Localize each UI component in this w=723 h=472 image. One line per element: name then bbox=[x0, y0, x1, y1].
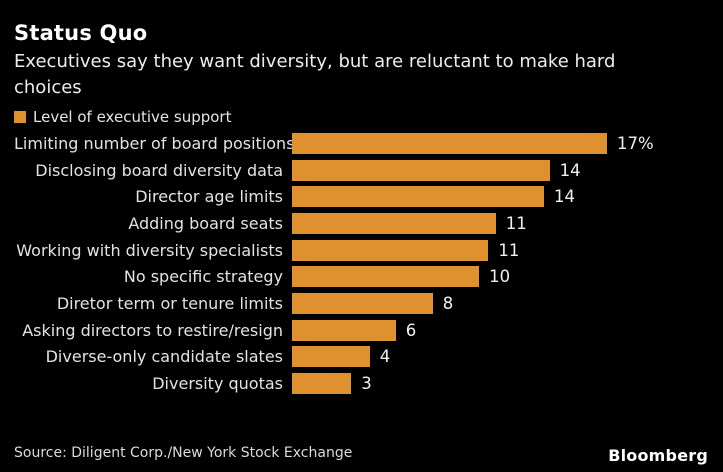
bar-value: 3 bbox=[361, 374, 372, 394]
bar-row-label: Limiting number of board positions bbox=[14, 133, 295, 153]
bar-row: Limiting number of board positions 17% bbox=[14, 130, 711, 157]
bar-rows: Limiting number of board positions 17% D… bbox=[14, 130, 711, 397]
bar-row-label: No specific strategy bbox=[123, 267, 283, 287]
bar-value: 6 bbox=[405, 320, 417, 340]
bar-row-label: Disclosing board diversity data bbox=[35, 160, 283, 180]
legend-swatch-icon bbox=[14, 111, 26, 123]
bar-row-label: Working with diversity specialists bbox=[16, 240, 283, 260]
bar-value: 10 bbox=[489, 267, 511, 287]
bar-value: 14 bbox=[559, 160, 581, 180]
bar bbox=[292, 239, 489, 261]
chart-subtitle: Executives say they want diversity, but … bbox=[14, 49, 615, 101]
bar-row: Director age limits 14 bbox=[14, 183, 711, 210]
bar-row-label: Diverse-only candidate slates bbox=[45, 347, 283, 367]
source-note: Source: Diligent Corp./New York Stock Ex… bbox=[14, 445, 353, 461]
bar-value: 14 bbox=[554, 187, 575, 207]
bloomberg-logo: Bloomberg bbox=[608, 446, 708, 465]
chart-subtitle-line1: Executives say they want diversity, but … bbox=[14, 51, 616, 72]
bar-row-label: Diversity quotas bbox=[152, 374, 283, 394]
bar bbox=[292, 346, 370, 368]
bar-row-label: Director age limits bbox=[135, 187, 283, 207]
bar-value: 17% bbox=[617, 133, 654, 153]
bar-row-label: Diretor term or tenure limits bbox=[56, 293, 283, 313]
bar-row: Disclosing board diversity data 14 bbox=[14, 157, 711, 184]
chart-title: Status Quo bbox=[14, 21, 148, 45]
bar bbox=[292, 159, 550, 181]
bar bbox=[292, 266, 480, 288]
legend: Level of executive support bbox=[14, 108, 231, 126]
bar-value: 11 bbox=[505, 213, 527, 233]
bar-row-label: Asking directors to restire/resign bbox=[22, 320, 283, 340]
bar-row: Asking directors to restire/resign 6 bbox=[14, 317, 711, 344]
bar-row: Working with diversity specialists 11 bbox=[14, 237, 711, 264]
bar bbox=[292, 373, 352, 395]
bar bbox=[292, 319, 396, 341]
bar-row: No specific strategy 10 bbox=[14, 263, 711, 290]
legend-label: Level of executive support bbox=[33, 108, 232, 126]
bar bbox=[292, 212, 496, 234]
bar bbox=[292, 292, 433, 314]
bar-row: Diretor term or tenure limits 8 bbox=[14, 290, 711, 317]
bar-row: Diverse-only candidate slates 4 bbox=[14, 344, 711, 371]
bar bbox=[292, 132, 607, 154]
bar bbox=[292, 186, 544, 208]
bar-value: 8 bbox=[442, 293, 454, 313]
bar-row: Diversity quotas 3 bbox=[14, 370, 711, 397]
bar-value: 4 bbox=[379, 347, 391, 367]
bar-row: Adding board seats 11 bbox=[14, 210, 711, 237]
bar-value: 11 bbox=[498, 240, 520, 260]
bar-row-label: Adding board seats bbox=[128, 213, 283, 233]
chart-subtitle-line2: choices bbox=[14, 77, 82, 98]
